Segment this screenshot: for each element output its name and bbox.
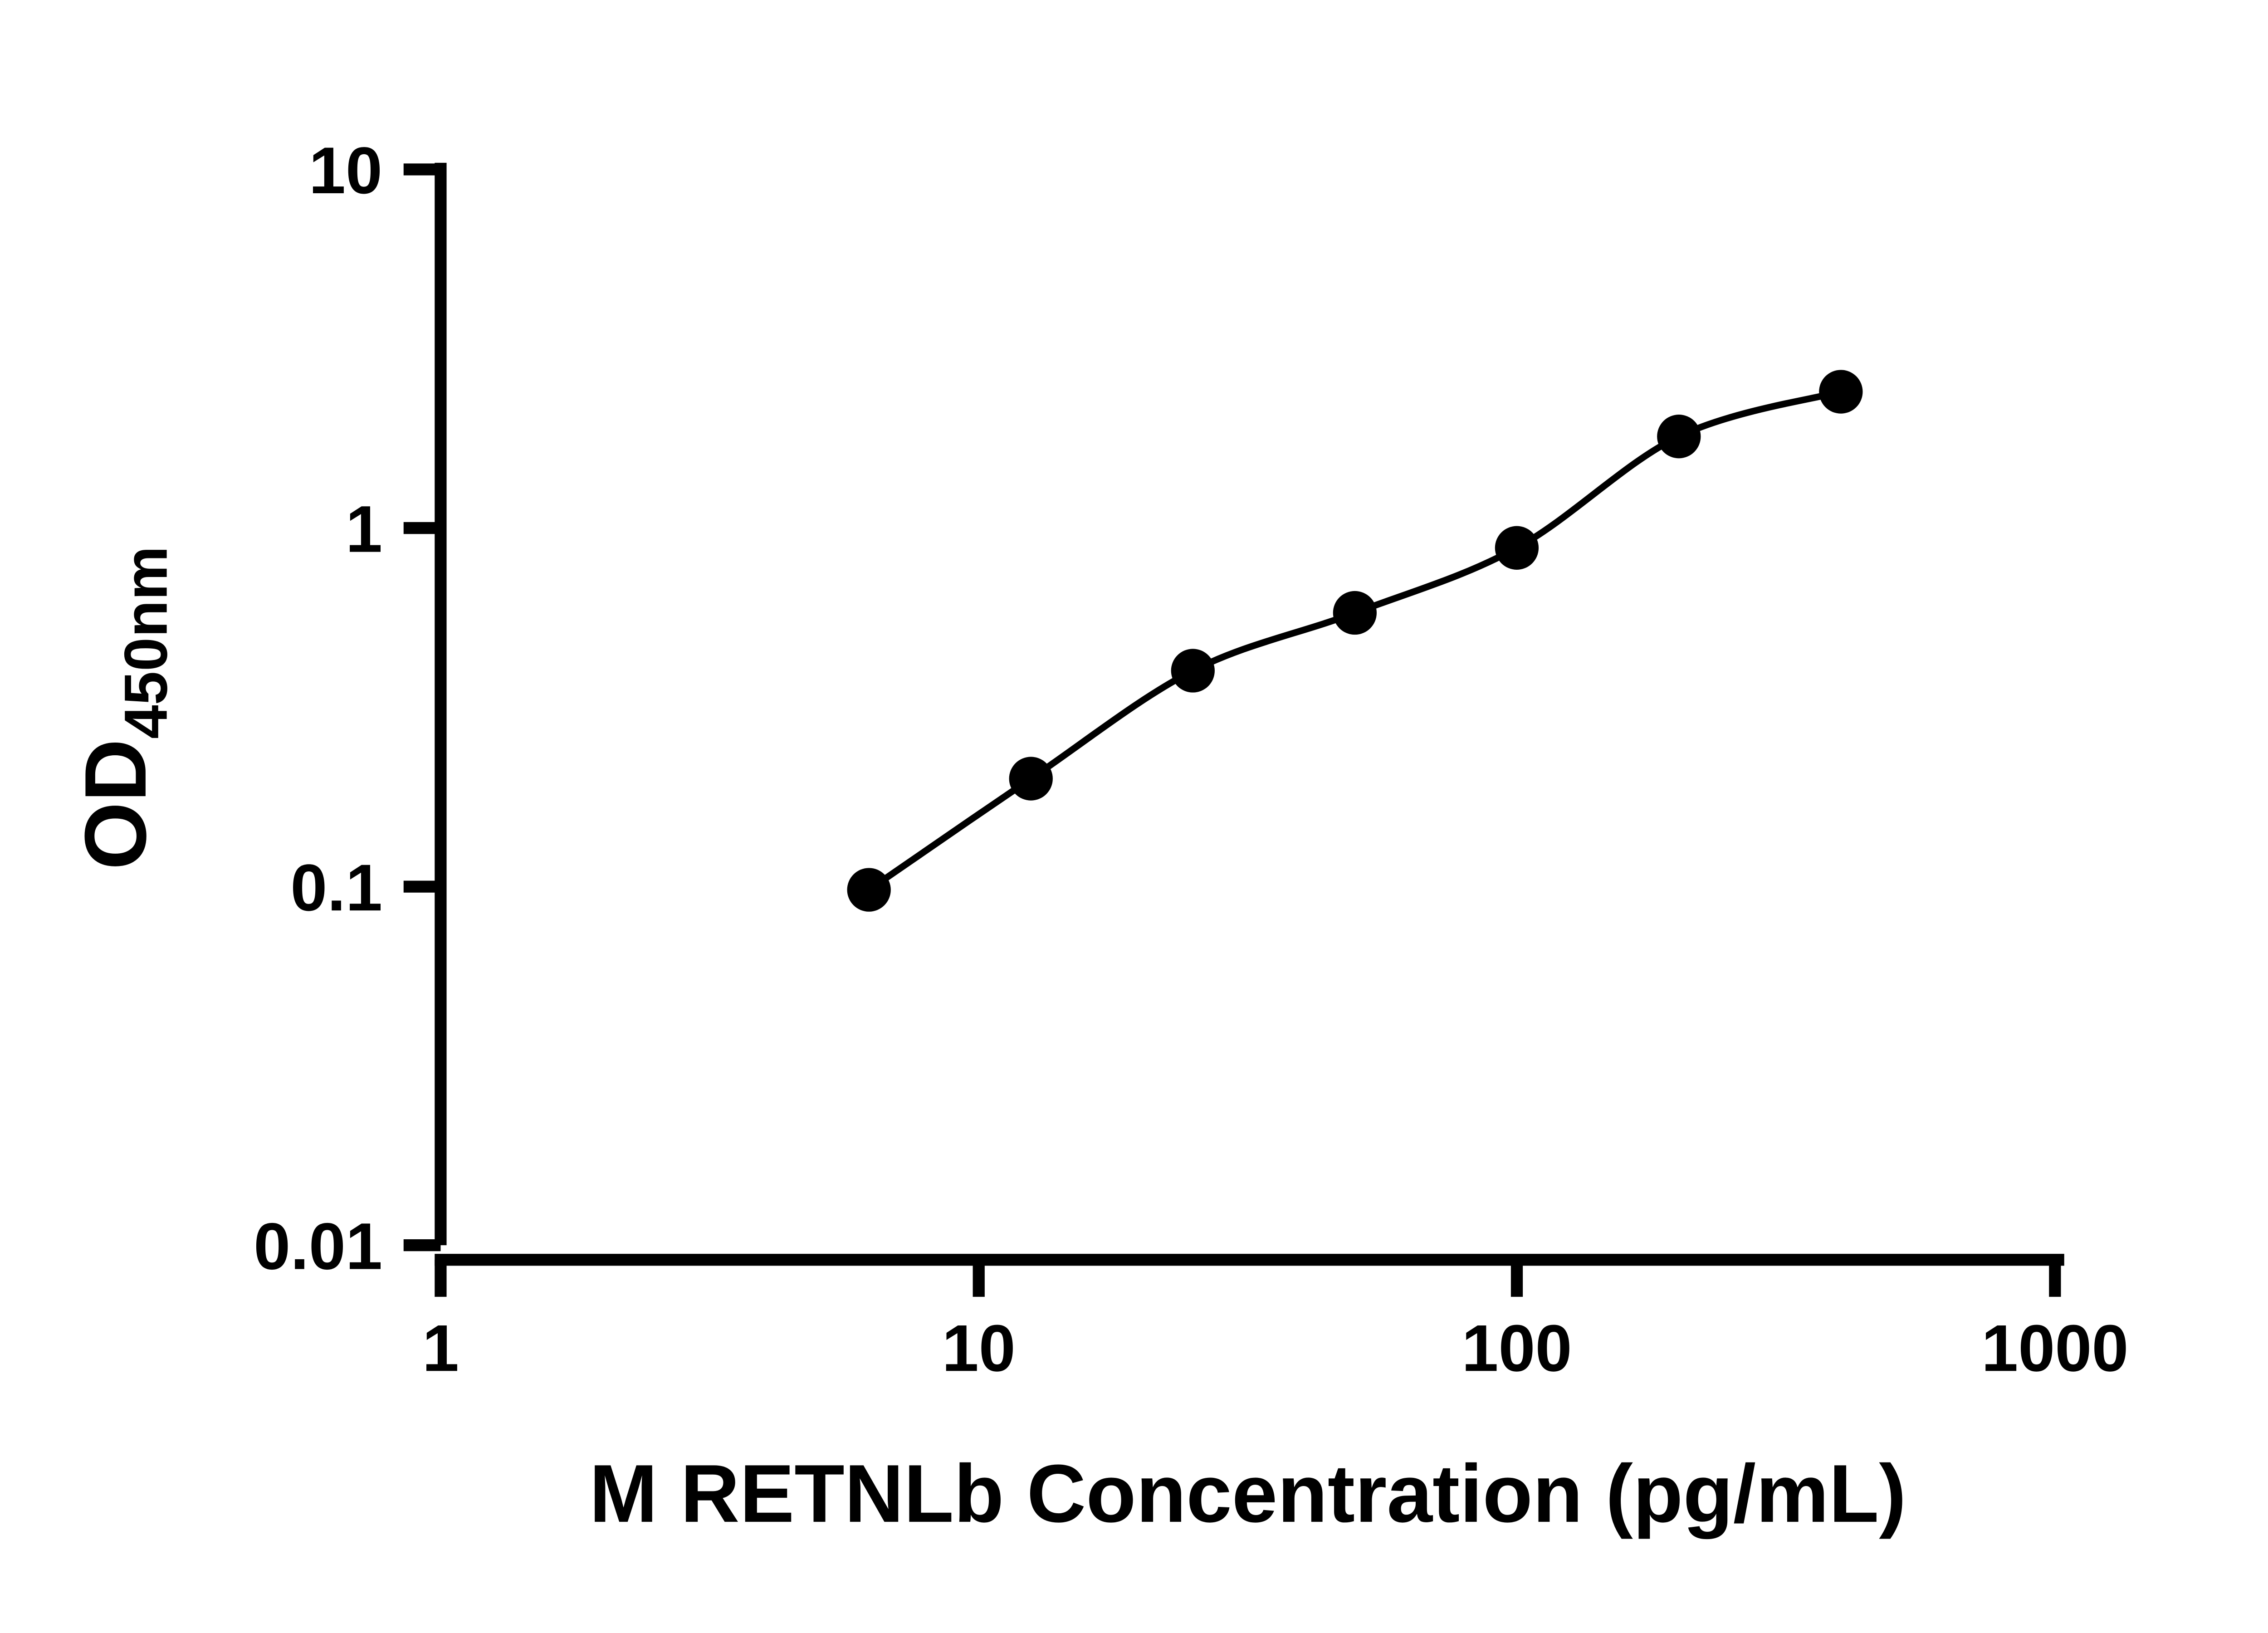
plot-area — [847, 370, 1863, 912]
axes: 1 10 100 1000 0.01 0.1 1 10 — [254, 133, 2128, 1385]
y-tick-label: 0.1 — [290, 851, 382, 924]
data-point-5 — [1657, 415, 1701, 459]
y-tick-label: 0.01 — [254, 1209, 382, 1283]
x-tick-label: 100 — [1461, 1311, 1572, 1385]
data-point-6 — [1819, 370, 1863, 414]
fit-curve — [867, 388, 1842, 893]
x-tick-label: 10 — [942, 1311, 1016, 1385]
y-tick-label: 1 — [346, 492, 382, 566]
y-tick-label: 10 — [309, 133, 382, 207]
data-point-4 — [1495, 526, 1539, 570]
data-point-3 — [1333, 591, 1377, 635]
x-axis-title: M RETNLb Concentration (pg/mL) — [589, 1448, 1906, 1540]
y-axis-title-main: OD — [67, 739, 164, 870]
y-axis-title: OD450nm — [67, 546, 180, 870]
y-axis-title-sub: 450nm — [112, 546, 180, 739]
data-point-0 — [847, 868, 891, 912]
x-tick-label: 1000 — [1981, 1311, 2128, 1385]
data-point-2 — [1171, 649, 1215, 693]
x-tick-label: 1 — [422, 1311, 459, 1385]
data-point-1 — [1009, 757, 1053, 801]
